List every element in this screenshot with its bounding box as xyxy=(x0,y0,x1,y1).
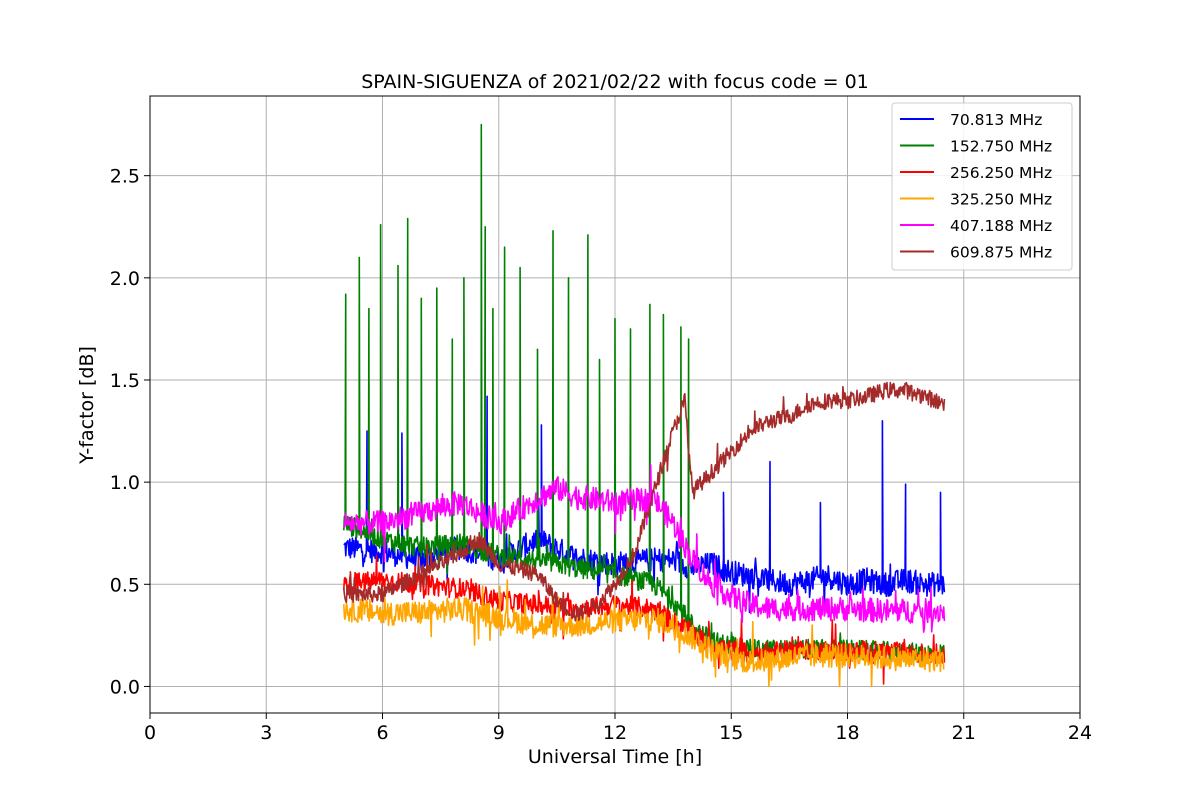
x-tick-label: 12 xyxy=(603,722,627,744)
x-axis-label: Universal Time [h] xyxy=(528,746,702,768)
x-tick-label: 3 xyxy=(260,722,272,744)
legend-label: 325.250 MHz xyxy=(950,191,1052,209)
legend: 70.813 MHz 152.750 MHz 256.250 MHz 325.250 … xyxy=(891,102,1073,271)
x-tick-label: 18 xyxy=(835,722,859,744)
series-line xyxy=(343,464,946,633)
series-line xyxy=(343,579,945,688)
y-tick-label: 1.0 xyxy=(110,472,140,494)
x-tick-label: 6 xyxy=(376,722,388,744)
y-axis-label: Y-factor [dB] xyxy=(76,346,98,465)
x-tick-label: 9 xyxy=(493,722,505,744)
chart-title: SPAIN-SIGUENZA of 2021/02/22 with focus … xyxy=(361,71,869,93)
y-tick-label: 2.5 xyxy=(110,166,140,188)
legend-label: 407.188 MHz xyxy=(950,217,1052,235)
x-tick-label: 15 xyxy=(719,722,743,744)
y-axis-ticks: 0.0 0.5 1.0 1.5 2.0 2.5 xyxy=(110,166,150,698)
y-tick-label: 0.5 xyxy=(110,574,140,596)
y-tick-label: 2.0 xyxy=(110,268,140,290)
legend-label: 609.875 MHz xyxy=(950,244,1052,262)
x-tick-label: 21 xyxy=(952,722,976,744)
legend-box xyxy=(891,102,1073,271)
y-tick-label: 0.0 xyxy=(110,676,140,698)
series-layer xyxy=(343,123,946,688)
series-line xyxy=(343,381,946,622)
x-tick-label: 0 xyxy=(144,722,156,744)
y-tick-label: 1.5 xyxy=(110,370,140,392)
legend-label: 70.813 MHz xyxy=(950,111,1042,129)
x-tick-label: 24 xyxy=(1068,722,1092,744)
legend-label: 256.250 MHz xyxy=(950,164,1052,182)
x-axis-ticks: 0 3 6 9 12 15 18 21 24 xyxy=(144,713,1092,744)
legend-label: 152.750 MHz xyxy=(950,138,1052,156)
